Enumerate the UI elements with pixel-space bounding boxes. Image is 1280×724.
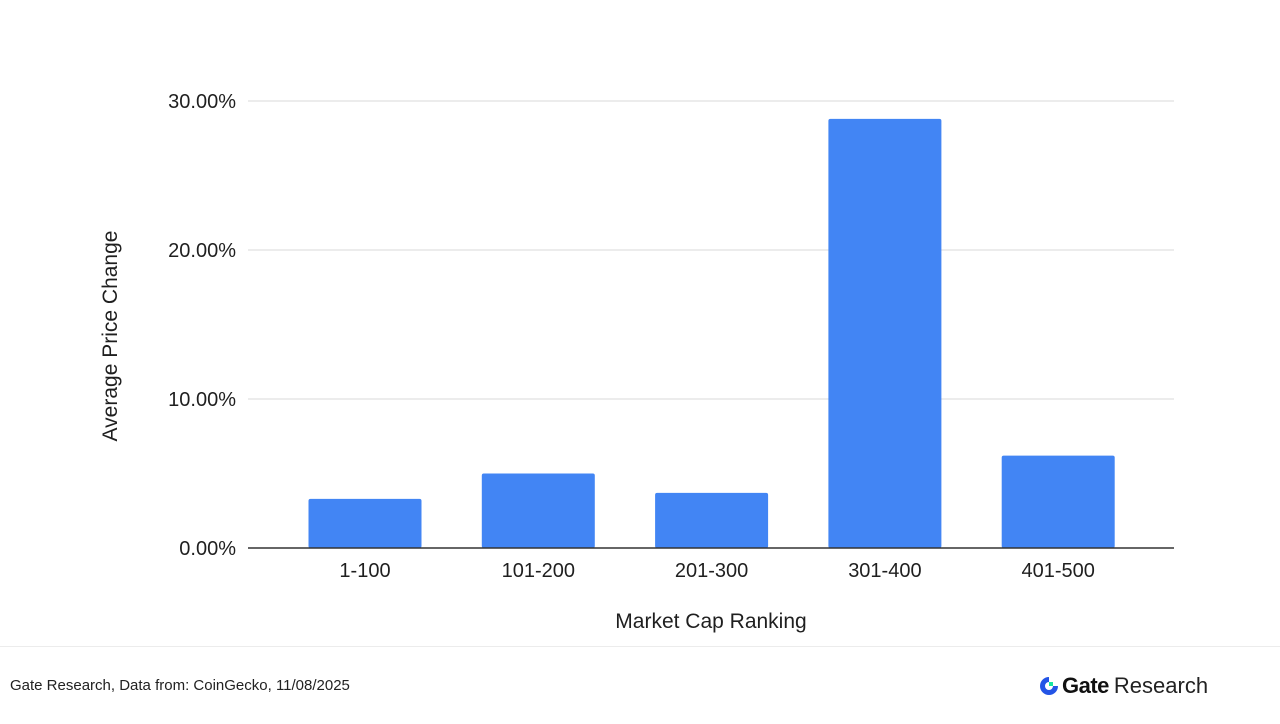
brand: Gate Research bbox=[1038, 671, 1208, 701]
x-axis-title: Market Cap Ranking bbox=[615, 610, 806, 633]
bar bbox=[481, 473, 595, 548]
x-tick-label: 201-300 bbox=[675, 560, 748, 582]
bar bbox=[308, 498, 422, 548]
y-axis-title: Average Price Change bbox=[99, 231, 122, 442]
source-note: Gate Research, Data from: CoinGecko, 11/… bbox=[10, 677, 350, 694]
bar bbox=[655, 492, 769, 548]
y-tick-label: 20.00% bbox=[168, 240, 236, 262]
y-tick-label: 10.00% bbox=[168, 389, 236, 411]
x-tick-label: 101-200 bbox=[502, 560, 575, 582]
footer: Gate Research, Data from: CoinGecko, 11/… bbox=[0, 646, 1280, 724]
x-tick-label: 1-100 bbox=[339, 560, 390, 582]
gate-logo-icon bbox=[1040, 677, 1058, 695]
chart-canvas: 0.00% 10.00% 20.00% 30.00% 1-100 101-200 201-3… bbox=[99, 91, 1174, 633]
bar bbox=[1001, 455, 1115, 548]
bar-chart: 0.00% 10.00% 20.00% 30.00% 1-100 101-200 201-3… bbox=[99, 91, 1174, 633]
x-tick-label: 301-400 bbox=[848, 560, 921, 582]
y-tick-label: 0.00% bbox=[179, 538, 236, 560]
bar bbox=[828, 118, 942, 548]
brand-name: Gate bbox=[1062, 673, 1109, 698]
brand-subtitle: Research bbox=[1113, 673, 1209, 698]
y-tick-label: 30.00% bbox=[168, 91, 236, 113]
x-tick-label: 401-500 bbox=[1021, 560, 1094, 582]
